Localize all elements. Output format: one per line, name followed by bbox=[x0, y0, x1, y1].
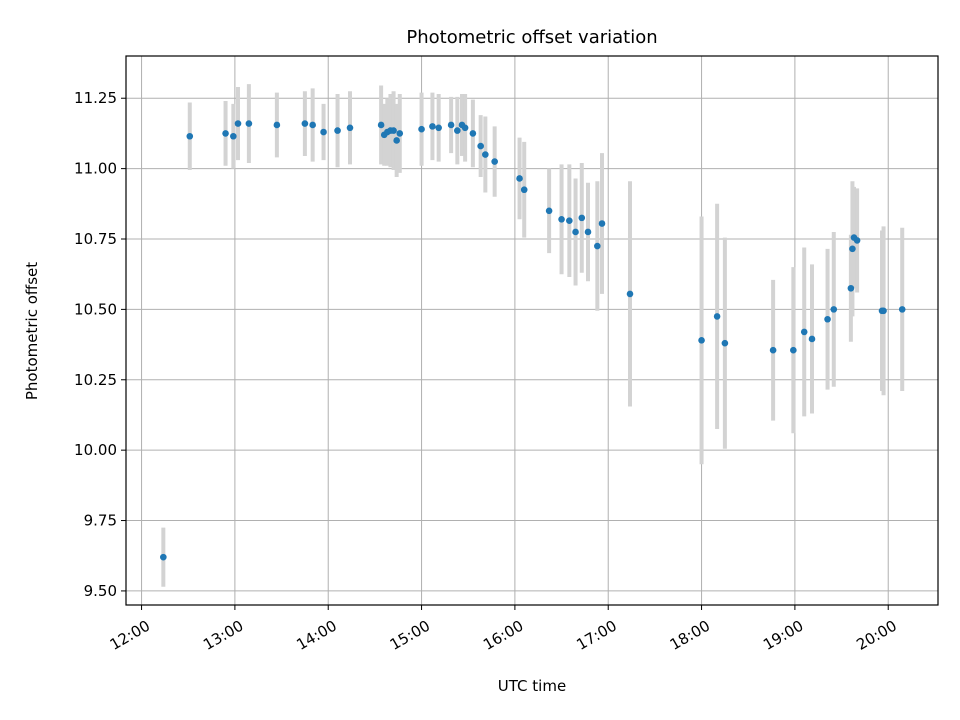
data-point bbox=[790, 346, 797, 354]
data-point bbox=[234, 120, 242, 127]
data-point bbox=[186, 132, 194, 140]
data-point bbox=[469, 130, 477, 137]
data-point bbox=[245, 120, 253, 127]
x-axis-title: UTC time bbox=[498, 677, 566, 695]
data-point bbox=[222, 130, 229, 137]
data-point bbox=[482, 151, 489, 158]
data-point bbox=[435, 124, 442, 132]
data-point bbox=[273, 121, 281, 129]
data-point bbox=[230, 132, 237, 140]
data-point bbox=[769, 346, 777, 354]
data-point bbox=[830, 306, 838, 313]
data-point bbox=[520, 186, 528, 194]
data-point bbox=[847, 284, 855, 292]
data-point bbox=[800, 328, 808, 336]
data-point bbox=[545, 207, 553, 215]
data-point bbox=[516, 175, 523, 182]
data-points bbox=[160, 120, 906, 561]
data-point bbox=[301, 120, 309, 127]
data-point bbox=[721, 339, 729, 347]
data-point bbox=[346, 124, 354, 132]
data-point bbox=[880, 307, 887, 315]
data-point bbox=[377, 121, 385, 129]
y-tick-label: 9.75 bbox=[84, 512, 117, 530]
data-point bbox=[578, 214, 586, 222]
data-point bbox=[396, 130, 404, 137]
data-point bbox=[808, 335, 816, 343]
data-point bbox=[393, 137, 400, 144]
data-point bbox=[461, 124, 469, 132]
y-tick-label: 10.50 bbox=[74, 300, 117, 318]
data-point bbox=[418, 125, 425, 133]
data-point bbox=[320, 128, 327, 136]
y-tick-label: 10.00 bbox=[74, 441, 117, 459]
data-point bbox=[849, 245, 856, 253]
data-point bbox=[491, 158, 498, 165]
data-point bbox=[566, 217, 573, 224]
data-point bbox=[309, 121, 316, 129]
y-axis-ticks: 9.50 9.75 10.00 10.25 10.50 10.75 11.00 11.25 bbox=[74, 89, 126, 600]
chart-title: Photometric offset variation bbox=[406, 27, 657, 48]
data-point bbox=[477, 142, 484, 150]
data-point bbox=[594, 242, 601, 250]
data-point bbox=[898, 306, 906, 313]
data-point bbox=[626, 290, 634, 298]
data-point bbox=[713, 313, 721, 320]
y-axis-title: Photometric offset bbox=[23, 262, 41, 400]
data-point bbox=[454, 127, 461, 134]
data-point bbox=[824, 315, 831, 323]
data-point bbox=[698, 337, 705, 344]
y-tick-label: 10.25 bbox=[74, 371, 117, 389]
data-point bbox=[160, 553, 167, 561]
data-point bbox=[853, 237, 861, 244]
data-point bbox=[598, 220, 606, 227]
data-point bbox=[558, 215, 565, 223]
plot-frame bbox=[125, 55, 939, 606]
y-tick-label: 10.75 bbox=[74, 230, 117, 248]
y-tick-label: 11.25 bbox=[74, 89, 117, 107]
y-tick-label: 11.00 bbox=[74, 160, 117, 178]
data-point bbox=[429, 123, 436, 130]
y-tick-label: 9.50 bbox=[84, 582, 117, 600]
data-point bbox=[572, 228, 579, 236]
data-point bbox=[334, 127, 341, 134]
data-point bbox=[390, 127, 397, 134]
data-point bbox=[584, 228, 592, 236]
data-point bbox=[447, 121, 455, 129]
